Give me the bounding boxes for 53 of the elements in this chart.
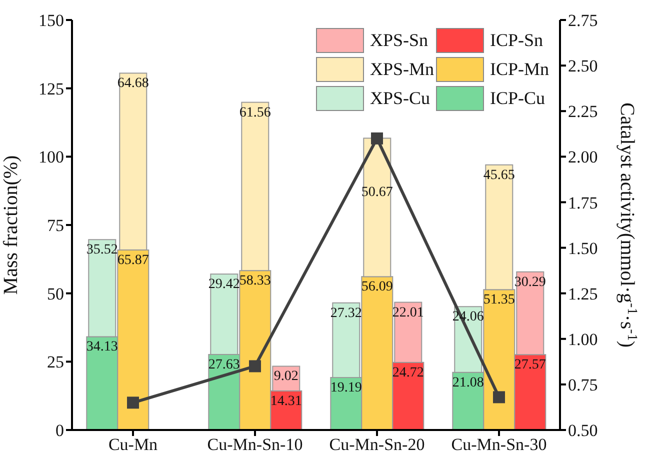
y-axis-title: Mass fraction(%) [0,155,22,295]
data-label: 64.68 [117,76,149,92]
data-label: 35.52 [86,242,118,258]
y2-tick-label: 1.50 [568,238,598,258]
y2-tick-label: 2.00 [568,148,598,167]
y2-tick-label: 1.75 [568,193,598,212]
data-label: 45.65 [483,168,515,183]
data-label: 65.87 [117,252,149,268]
data-label: 9.02 [274,369,298,384]
data-label: 30.29 [514,274,546,290]
y-tick-label: 50 [47,284,64,304]
data-label: 21.08 [452,375,484,390]
legend-label: ICP-Mn [490,59,549,80]
data-label: 27.63 [208,357,240,372]
x-tick-label: Cu-Mn [108,435,158,454]
legend-label: XPS-Cu [370,88,430,109]
legend-label: XPS-Sn [370,30,428,51]
y2-tick-label: 2.50 [568,56,598,76]
y-tick-label: 125 [38,79,64,98]
data-label: 29.42 [208,277,240,292]
point [249,360,261,372]
x-tick-label: Cu-Mn-Sn-30 [451,435,547,454]
legend-label: XPS-Mn [370,59,434,80]
data-label: 14.31 [270,394,302,409]
y-tick-label: 100 [38,148,64,167]
data-label: 34.13 [86,340,118,355]
y2-tick-label: 0.75 [568,375,598,394]
data-label: 56.09 [361,280,393,295]
data-label: 27.57 [514,358,546,373]
y2-tick-label: 1.25 [568,284,598,304]
point [493,391,505,404]
legend-label: ICP-Sn [490,30,543,51]
x-tick-label: Cu-Mn-Sn-20 [329,435,425,454]
y-tick-label: 25 [47,352,64,372]
data-label: 61.56 [239,105,271,120]
data-label: 51.35 [483,292,515,308]
data-label: 58.33 [239,274,271,289]
point [127,396,139,409]
x-tick-label: Cu-Mn-Sn-10 [207,435,303,454]
y-tick-label: 0 [56,421,64,440]
legend-label: ICP-Cu [490,88,545,109]
y2-tick-label: 2.75 [568,11,598,30]
y2-tick-label: 1.00 [568,330,598,349]
y-tick-label: 75 [47,216,64,236]
data-label: 22.01 [392,305,424,320]
data-label: 19.19 [330,380,362,396]
data-label: 24.72 [392,365,424,380]
y2-tick-label: 0.50 [568,421,598,440]
y-tick-label: 150 [38,11,64,30]
data-label: 27.32 [330,306,362,321]
data-label: 50.67 [361,185,393,200]
y2-tick-label: 2.25 [568,102,598,122]
point [371,132,383,144]
